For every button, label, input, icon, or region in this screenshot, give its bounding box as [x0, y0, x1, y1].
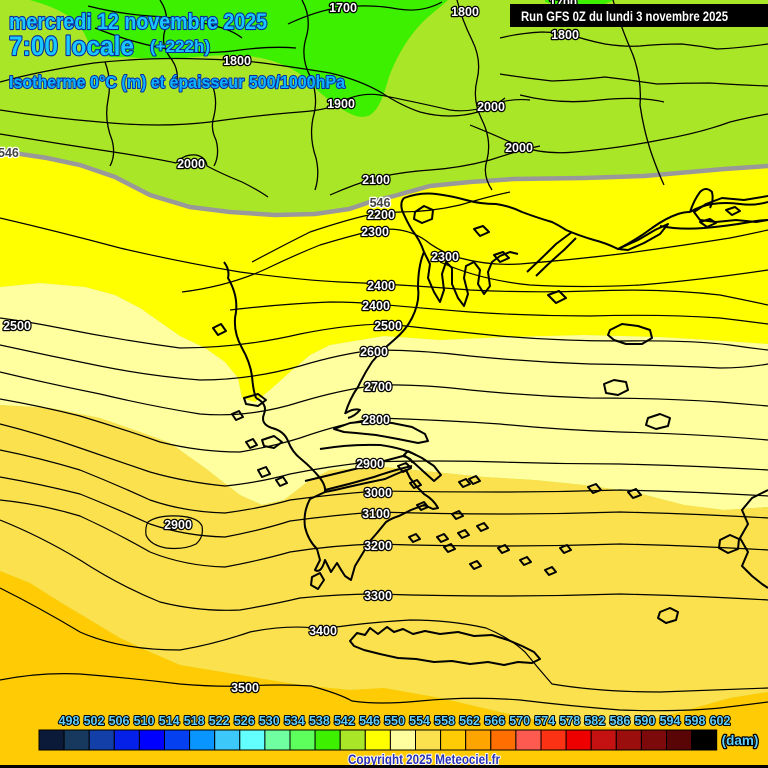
svg-text:2800: 2800 — [362, 413, 390, 427]
svg-text:546: 546 — [359, 714, 380, 728]
svg-text:594: 594 — [660, 714, 681, 728]
svg-text:2000: 2000 — [177, 157, 205, 171]
svg-text:(dam): (dam) — [722, 733, 759, 748]
svg-text:538: 538 — [309, 714, 330, 728]
svg-text:598: 598 — [685, 714, 706, 728]
svg-text:(+222h): (+222h) — [150, 37, 210, 56]
svg-text:574: 574 — [534, 714, 555, 728]
svg-text:502: 502 — [84, 714, 105, 728]
svg-text:554: 554 — [409, 714, 430, 728]
svg-text:566: 566 — [484, 714, 505, 728]
svg-text:3400: 3400 — [309, 624, 337, 638]
svg-text:582: 582 — [584, 714, 605, 728]
svg-text:2400: 2400 — [367, 279, 395, 293]
svg-text:Copyright 2025 Meteociel.fr: Copyright 2025 Meteociel.fr — [348, 752, 501, 767]
svg-text:2900: 2900 — [164, 518, 192, 532]
svg-text:514: 514 — [159, 714, 180, 728]
svg-text:1800: 1800 — [551, 28, 579, 42]
svg-text:542: 542 — [334, 714, 355, 728]
svg-text:3100: 3100 — [362, 507, 390, 521]
svg-text:3000: 3000 — [364, 486, 392, 500]
svg-text:546: 546 — [370, 196, 391, 210]
svg-text:2700: 2700 — [364, 380, 392, 394]
svg-text:530: 530 — [259, 714, 280, 728]
svg-text:2500: 2500 — [3, 319, 31, 333]
svg-text:7:00 locale: 7:00 locale — [9, 31, 134, 61]
svg-text:1800: 1800 — [451, 5, 479, 19]
svg-text:1800: 1800 — [223, 54, 251, 68]
svg-text:506: 506 — [109, 714, 130, 728]
svg-text:570: 570 — [509, 714, 530, 728]
svg-text:550: 550 — [384, 714, 405, 728]
svg-text:1900: 1900 — [327, 97, 355, 111]
svg-text:522: 522 — [209, 714, 230, 728]
svg-text:2300: 2300 — [431, 250, 459, 264]
svg-text:2500: 2500 — [374, 319, 402, 333]
svg-text:1700: 1700 — [329, 1, 357, 15]
svg-text:3500: 3500 — [231, 681, 259, 695]
svg-text:2400: 2400 — [362, 299, 390, 313]
svg-text:586: 586 — [609, 714, 630, 728]
svg-text:590: 590 — [634, 714, 655, 728]
svg-text:518: 518 — [184, 714, 205, 728]
svg-text:558: 558 — [434, 714, 455, 728]
svg-text:2600: 2600 — [360, 345, 388, 359]
svg-text:578: 578 — [559, 714, 580, 728]
svg-text:526: 526 — [234, 714, 255, 728]
svg-text:2900: 2900 — [356, 457, 384, 471]
svg-text:498: 498 — [59, 714, 80, 728]
svg-text:510: 510 — [134, 714, 155, 728]
svg-text:602: 602 — [710, 714, 731, 728]
svg-text:546: 546 — [0, 146, 19, 160]
svg-text:Run GFS 0Z du lundi 3 novembre: Run GFS 0Z du lundi 3 novembre 2025 — [521, 9, 728, 24]
svg-text:2000: 2000 — [505, 141, 533, 155]
svg-text:mercredi 12 novembre 2025: mercredi 12 novembre 2025 — [9, 9, 267, 34]
svg-text:534: 534 — [284, 714, 305, 728]
svg-text:Isotherme 0°C (m) et épaisseur: Isotherme 0°C (m) et épaisseur 500/1000h… — [9, 72, 345, 92]
svg-text:2200: 2200 — [367, 208, 395, 222]
svg-text:2300: 2300 — [361, 225, 389, 239]
svg-text:3200: 3200 — [364, 539, 392, 553]
svg-text:3300: 3300 — [364, 589, 392, 603]
svg-text:562: 562 — [459, 714, 480, 728]
svg-text:2100: 2100 — [362, 173, 390, 187]
svg-text:2000: 2000 — [477, 100, 505, 114]
